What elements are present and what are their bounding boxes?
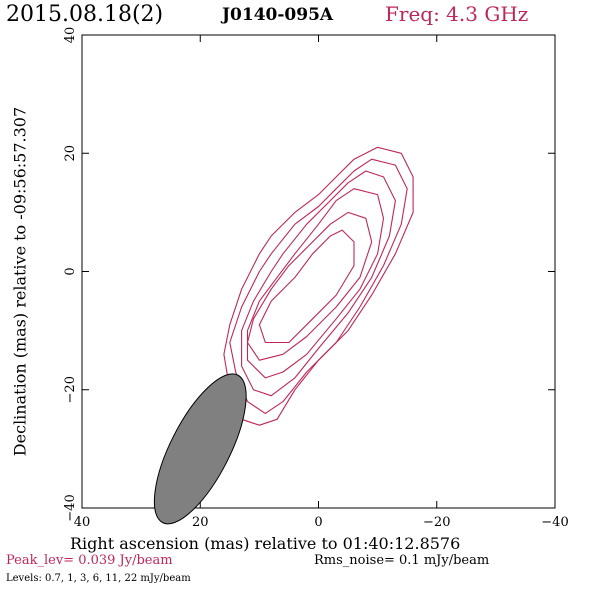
rms-noise: Rms_noise= 0.1 mJy/beam xyxy=(314,553,490,568)
x-tick-label: 0 xyxy=(314,515,322,530)
observation-date: 2015.08.18(2) xyxy=(6,2,164,27)
contour-levels: Levels: 0.7, 1, 3, 6, 11, 22 mJy/beam xyxy=(6,573,191,584)
y-tick-label: 20 xyxy=(63,145,78,162)
x-tick-label: −40 xyxy=(541,515,568,530)
contour-level-22 xyxy=(258,229,355,344)
x-tick-label: −20 xyxy=(423,515,450,530)
x-tick-label: 40 xyxy=(74,515,91,530)
y-tick-label: 40 xyxy=(63,27,78,44)
contour-level-3 xyxy=(241,170,396,397)
x-axis-label: Right ascension (mas) relative to 01:40:… xyxy=(70,534,461,553)
x-ticks: 40 20 0 −20 −40 xyxy=(74,35,569,530)
y-tick-label: −20 xyxy=(63,376,78,403)
y-ticks: −40 −20 0 20 40 xyxy=(63,27,555,522)
contour-level-11 xyxy=(246,211,373,361)
y-tick-label: −40 xyxy=(63,494,78,521)
beam-ellipse xyxy=(153,373,247,525)
y-axis-label: Declination (mas) relative to -09:56:57.… xyxy=(10,106,30,457)
y-tick-label: 0 xyxy=(63,267,78,275)
plot-frame xyxy=(81,34,556,509)
beam-shape xyxy=(153,373,247,525)
frequency-label: Freq: 4.3 GHz xyxy=(385,2,529,26)
x-tick-label: 20 xyxy=(192,515,209,530)
source-name: J0140-095A xyxy=(222,5,334,25)
peak-level: Peak_lev= 0.039 Jy/beam xyxy=(6,553,173,568)
contour-level-1 xyxy=(229,158,408,414)
contour-lines xyxy=(223,146,414,426)
contour-level-6 xyxy=(246,188,385,379)
